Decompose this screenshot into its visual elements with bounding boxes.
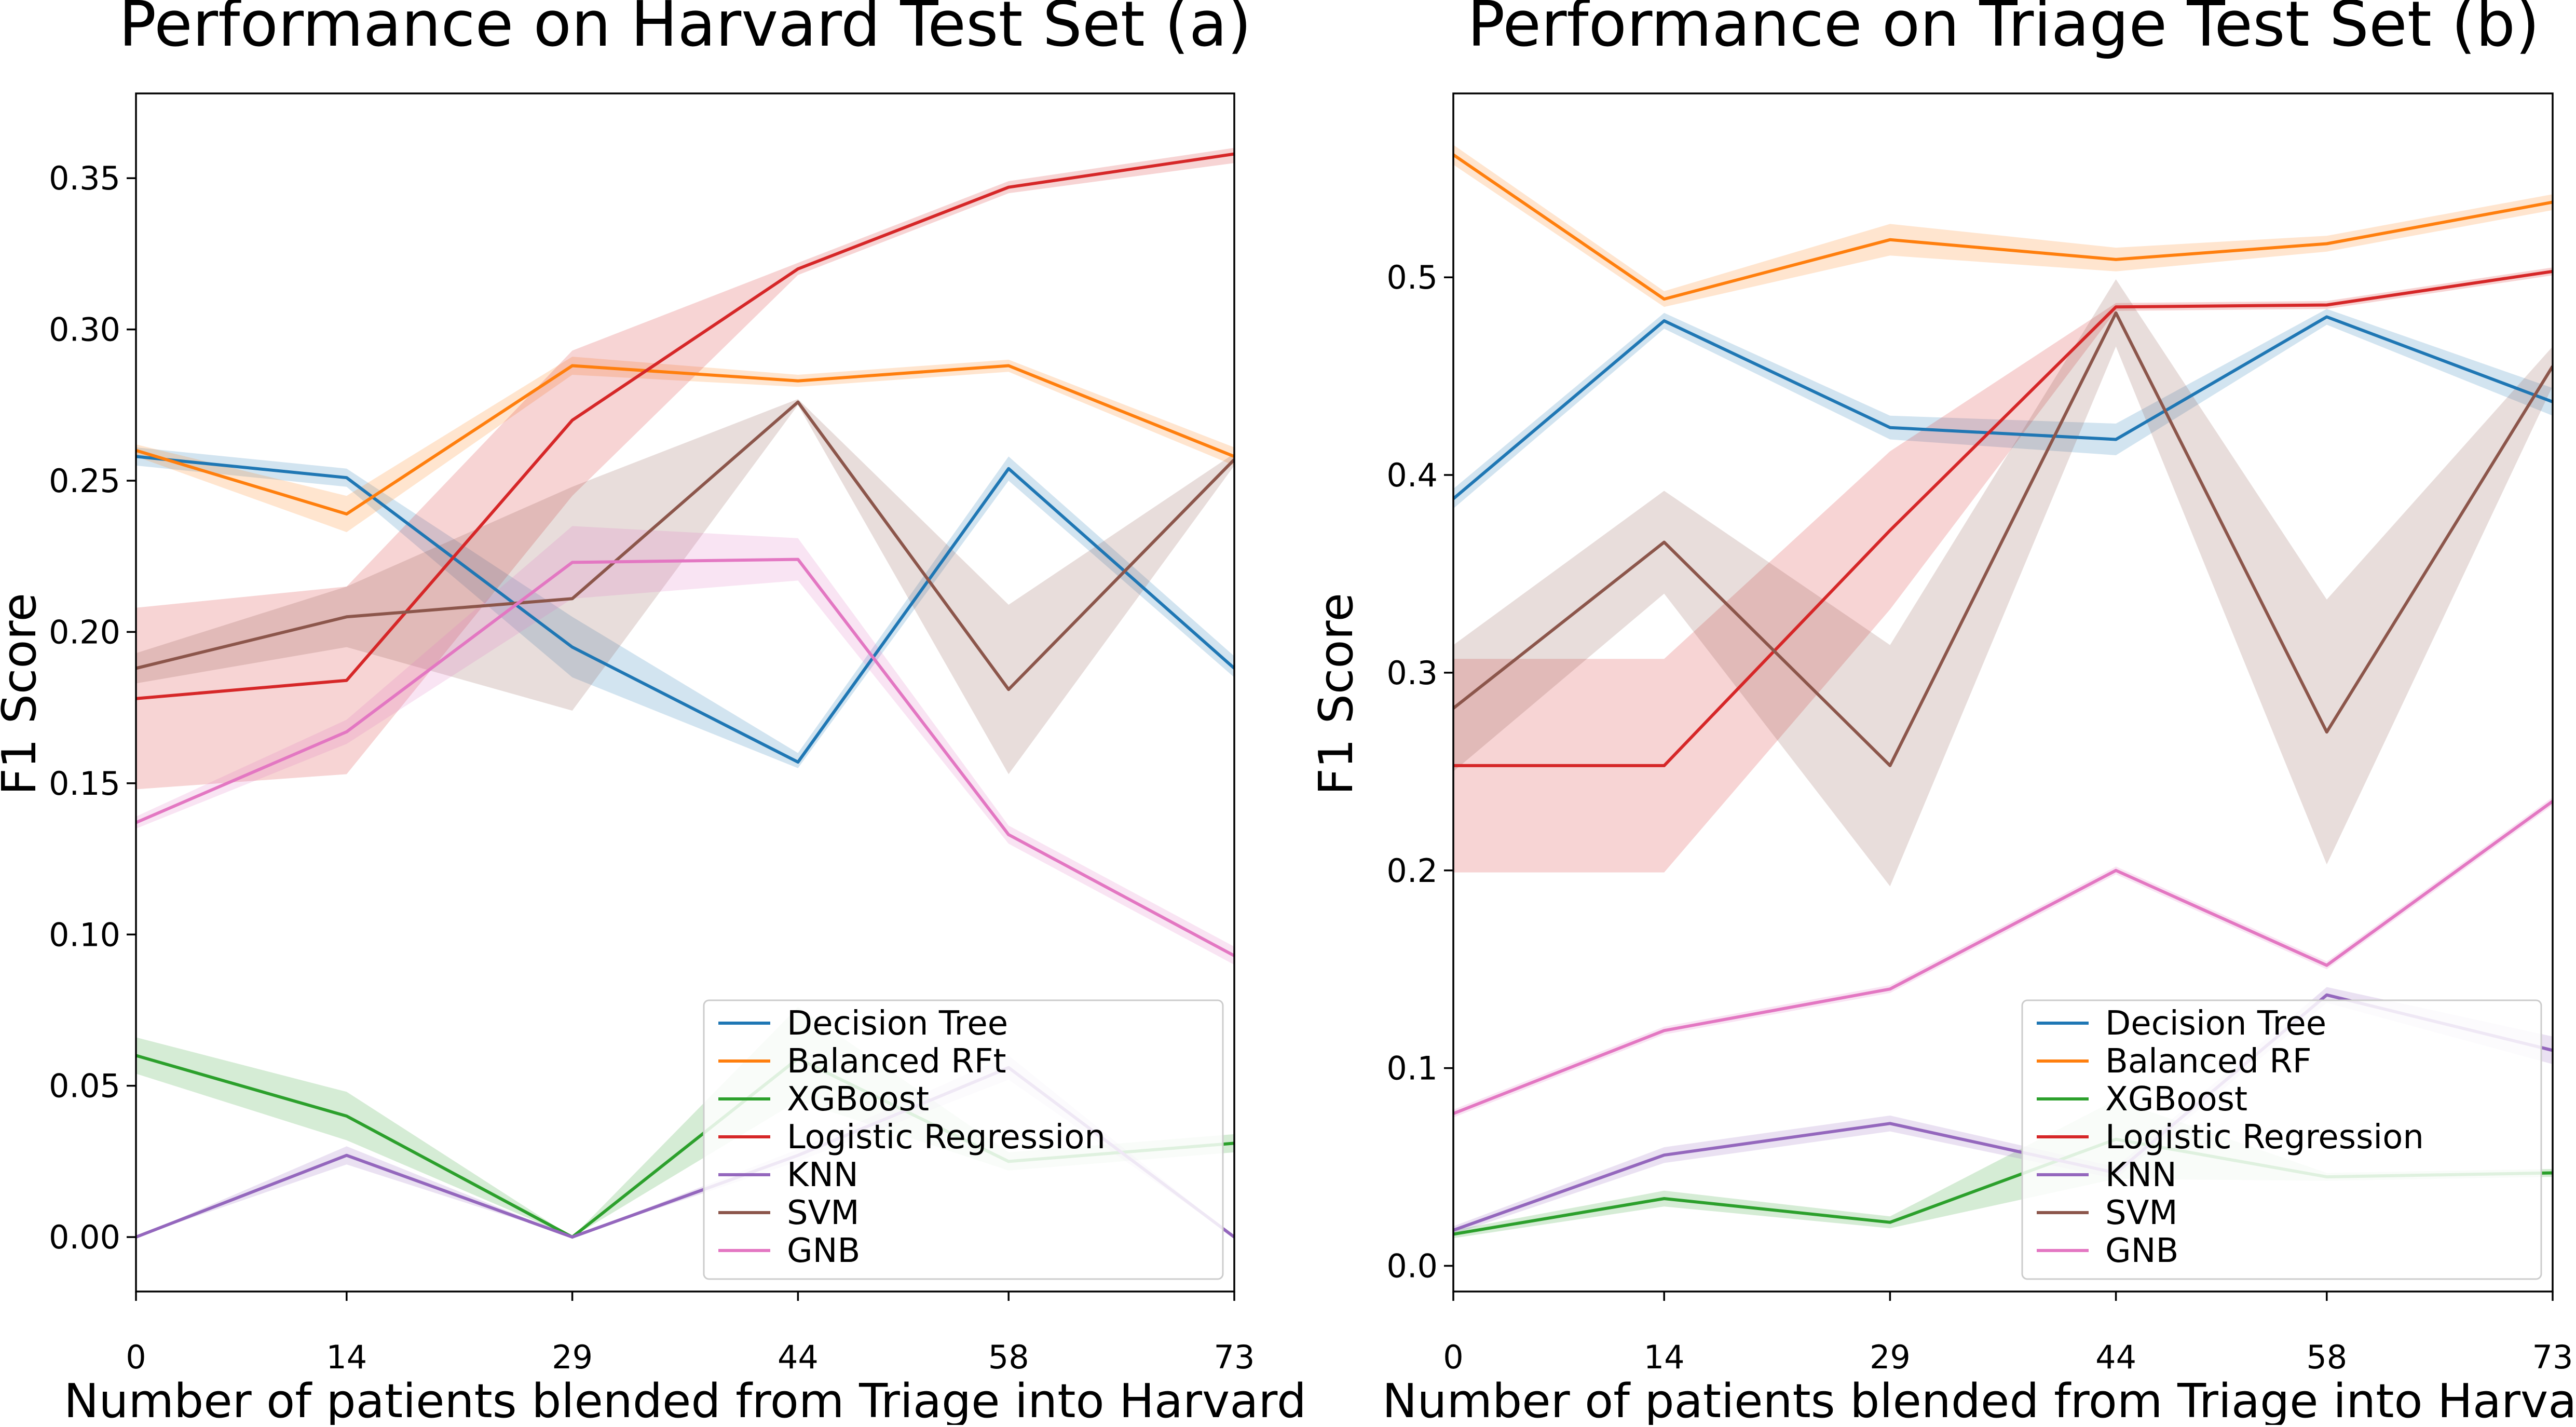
legend-box bbox=[703, 999, 1224, 1280]
y-tick-label: 0.10 bbox=[49, 916, 120, 954]
legend-entry: Logistic Regression bbox=[787, 1118, 1106, 1157]
legend-entry: Decision Tree bbox=[787, 1004, 1008, 1043]
y-tick-label: 0.20 bbox=[49, 613, 120, 651]
series-line-balanced-rf bbox=[1453, 153, 2553, 301]
series-line-gnb bbox=[1453, 800, 2553, 1115]
series-line-logistic-regression bbox=[1453, 269, 2553, 767]
panel-a-title: Performance on Harvard Test Set (a) bbox=[119, 0, 1251, 61]
panel-b-y-axis-label: F1 Score bbox=[1309, 593, 1364, 795]
band-xgboost bbox=[1453, 1099, 2553, 1239]
x-tick-label: 14 bbox=[326, 1338, 367, 1376]
legend-box bbox=[2021, 999, 2542, 1280]
legend-entry: Balanced RF bbox=[2105, 1042, 2312, 1081]
legend-entry: Decision Tree bbox=[2105, 1004, 2326, 1043]
plot-frame-b bbox=[1452, 92, 2554, 1293]
panel-b-title: Performance on Triage Test Set (b) bbox=[1467, 0, 2540, 61]
x-tick-label: 29 bbox=[552, 1338, 593, 1376]
band-decision-tree bbox=[1453, 309, 2553, 509]
x-tick-label: 0 bbox=[126, 1338, 146, 1376]
legend-entry: GNB bbox=[2105, 1232, 2178, 1270]
x-tick-label: 0 bbox=[1443, 1338, 1463, 1376]
legend-entry: KNN bbox=[2105, 1156, 2177, 1194]
band-logistic-regression bbox=[1453, 267, 2553, 873]
y-tick-label: 0.35 bbox=[49, 159, 120, 197]
y-tick-label: 0.0 bbox=[1386, 1247, 1438, 1285]
y-tick-label: 0.3 bbox=[1386, 654, 1438, 692]
panel-harvard: Performance on Harvard Test Set (a) Numb… bbox=[0, 0, 1306, 1427]
series-line-decision-tree bbox=[1453, 315, 2553, 500]
band-xgboost bbox=[136, 1007, 1234, 1238]
x-tick-label: 44 bbox=[2095, 1338, 2136, 1376]
series-line-balanced-rft bbox=[136, 364, 1234, 516]
y-tick-label: 0.00 bbox=[49, 1218, 120, 1256]
legend-entry: Logistic Regression bbox=[2105, 1118, 2424, 1157]
y-tick-label: 0.15 bbox=[49, 765, 120, 803]
plot-frame-a bbox=[135, 92, 1235, 1293]
panel-a-x-axis-label: Number of patients blended from Triage i… bbox=[64, 1374, 1306, 1425]
series-line-logistic-regression bbox=[136, 152, 1234, 700]
series-line-gnb bbox=[136, 558, 1234, 957]
legend-entry: XGBoost bbox=[787, 1080, 929, 1119]
x-tick-label: 14 bbox=[1644, 1338, 1685, 1376]
band-svm bbox=[1453, 279, 2553, 887]
legend-entry: XGBoost bbox=[2105, 1080, 2247, 1119]
y-tick-label: 0.2 bbox=[1386, 852, 1438, 890]
legend-entry: SVM bbox=[787, 1194, 860, 1232]
x-tick-label: 29 bbox=[1870, 1338, 1911, 1376]
band-svm bbox=[136, 399, 1234, 774]
y-tick-label: 0.05 bbox=[49, 1067, 120, 1105]
y-tick-label: 0.1 bbox=[1386, 1050, 1438, 1088]
series-line-svm bbox=[136, 400, 1234, 691]
y-tick-label: 0.30 bbox=[49, 311, 120, 349]
legend-entry: SVM bbox=[2105, 1194, 2178, 1232]
x-tick-label: 44 bbox=[778, 1338, 819, 1376]
series-line-decision-tree bbox=[136, 455, 1234, 764]
y-tick-label: 0.4 bbox=[1386, 456, 1438, 494]
panel-triage: Performance on Triage Test Set (b) Numbe… bbox=[1309, 0, 2576, 1427]
y-tick-label: 0.5 bbox=[1386, 259, 1438, 296]
y-tick-label: 0.25 bbox=[49, 462, 120, 500]
x-tick-label: 58 bbox=[2306, 1338, 2347, 1376]
legend-entry: KNN bbox=[787, 1156, 858, 1194]
series-line-svm bbox=[1453, 311, 2553, 767]
legend-entry: Balanced RFt bbox=[787, 1042, 1006, 1081]
band-logistic-regression bbox=[136, 147, 1234, 790]
band-gnb bbox=[1453, 797, 2553, 1118]
x-tick-label: 73 bbox=[2532, 1338, 2573, 1376]
x-tick-label: 73 bbox=[1214, 1338, 1255, 1376]
panel-a-y-axis-label: F1 Score bbox=[0, 593, 47, 795]
legend-entry: GNB bbox=[787, 1232, 860, 1270]
panel-b-x-axis-label: Number of patients blended from Triage i… bbox=[1382, 1374, 2576, 1425]
x-tick-label: 58 bbox=[988, 1338, 1029, 1376]
